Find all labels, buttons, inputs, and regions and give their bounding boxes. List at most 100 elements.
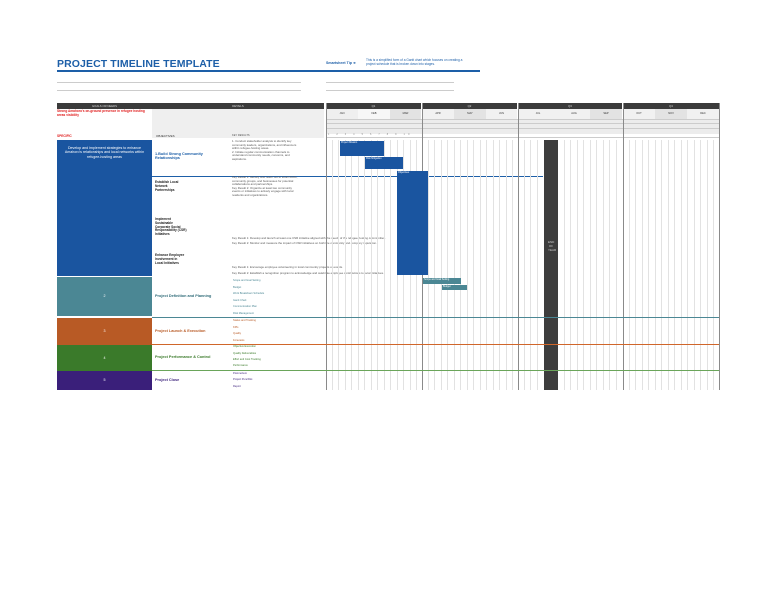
grid-line xyxy=(384,140,385,390)
task: Objective Execution xyxy=(233,345,256,348)
grid-line xyxy=(512,140,513,390)
grid-line xyxy=(428,140,429,390)
week-divider xyxy=(326,123,719,124)
task: Work Breakdown Schedule xyxy=(233,292,265,295)
phase-divider xyxy=(152,344,719,345)
phase-3-block: 3 xyxy=(57,318,152,345)
grid-line xyxy=(623,103,624,390)
objective-1-title: 1.Build Strong Community Relationships xyxy=(155,152,225,161)
objective-1-key-results: 1. Conduct stakeholder analysis to ident… xyxy=(232,139,297,161)
gantt-bar-objectives[interactable]: Objectives xyxy=(397,171,428,275)
task: Report xyxy=(233,385,241,388)
quarter-q1: Q1 xyxy=(326,103,421,109)
grid-line xyxy=(609,140,610,390)
week-divider xyxy=(326,128,719,129)
phase-5-block: 5 xyxy=(57,371,152,390)
month-jan: JAN xyxy=(326,109,358,119)
task: Budget xyxy=(233,286,242,289)
phase-5-name: Project Close xyxy=(155,378,180,382)
gantt-bar-project-mission[interactable]: Project Mission xyxy=(340,141,384,156)
grid-line xyxy=(371,140,372,390)
phase-divider xyxy=(152,317,719,318)
grid-line xyxy=(524,140,525,390)
month-mar: MAR xyxy=(390,109,421,119)
task: Scope and Goal Setting xyxy=(233,279,261,282)
grid-line xyxy=(441,140,442,390)
task: Gantt Chart xyxy=(233,299,247,302)
tip-text: This is a simplified form of a Gantt cha… xyxy=(366,58,463,66)
objective-2-title: Establish Local Network Partnerships xyxy=(155,180,185,193)
grid-line xyxy=(390,140,391,390)
objective-divider xyxy=(152,176,543,177)
grid-line xyxy=(454,140,455,390)
grid-line xyxy=(635,140,636,390)
grid-line xyxy=(719,103,720,390)
phase-4-block: 4 xyxy=(57,345,152,371)
grid-line xyxy=(345,140,346,390)
task: Communication Plan xyxy=(233,305,257,308)
grid-line xyxy=(518,103,519,390)
quarter-q3: Q3 xyxy=(518,103,622,109)
grid-line xyxy=(467,140,468,390)
grid-line xyxy=(570,140,571,390)
divider xyxy=(326,82,454,83)
task: Effort and Cost Tracking xyxy=(233,358,261,361)
page-title: PROJECT TIMELINE TEMPLATE xyxy=(57,58,220,70)
quarter-q2: Q2 xyxy=(422,103,517,109)
month-sep: SEP xyxy=(590,109,622,119)
month-dec: DEC xyxy=(687,109,719,119)
grid-line xyxy=(577,140,578,390)
grid-line xyxy=(364,140,365,390)
grid-line xyxy=(530,140,531,390)
grid-line xyxy=(674,140,675,390)
gantt-bar-risk-mitigation[interactable]: Risk Mitigation xyxy=(365,157,403,169)
phase-4-name: Project Performance & Control xyxy=(155,355,211,359)
month-aug: AUG xyxy=(558,109,590,119)
goal-statement: Strong Amahoro's on-ground presence in r… xyxy=(57,109,145,117)
grid-line xyxy=(681,140,682,390)
day-numbers: 1 2 3 4 5 6 7 8 9 10 xyxy=(328,133,413,136)
grid-line xyxy=(642,140,643,390)
task: Status and Tracking xyxy=(233,319,256,322)
grid-line xyxy=(603,140,604,390)
key-results-label: KEY RESULTS xyxy=(232,134,250,137)
divider xyxy=(57,90,301,91)
column-header-goals: GOALS OR NEEDS xyxy=(57,103,152,109)
task: Project Punchlist xyxy=(233,378,253,381)
grid-divider xyxy=(326,137,719,138)
grid-line xyxy=(629,140,630,390)
smartsheet-tip-link[interactable]: Smartsheet Tip ➜ xyxy=(326,61,356,65)
quarter-q4: Q4 xyxy=(623,103,719,109)
month-apr: APR xyxy=(422,109,454,119)
month-feb: FEB xyxy=(358,109,390,119)
month-may: MAY xyxy=(454,109,486,119)
task: Quality xyxy=(233,332,242,335)
task: Postmortem xyxy=(233,372,247,375)
objectives-label: OBJECTIVES xyxy=(156,134,175,138)
grid-line xyxy=(434,140,435,390)
month-jun: JUN xyxy=(486,109,517,119)
divider xyxy=(57,82,301,83)
task: Performance xyxy=(233,364,248,367)
grid-line xyxy=(564,140,565,390)
title-divider xyxy=(57,70,480,72)
grid-line xyxy=(687,140,688,390)
grid-line xyxy=(332,140,333,390)
phase-3-name: Project Launch & Execution xyxy=(155,329,206,333)
gantt-bar-budget[interactable]: Budget xyxy=(442,285,467,290)
objective-3-title: Implement Sustainable Corporate Social R… xyxy=(155,217,187,237)
gantt-bar-scope[interactable]: Scope and Goal Setting xyxy=(423,278,461,284)
specific-label: SPECIFIC xyxy=(57,134,72,138)
phase-divider xyxy=(152,370,719,371)
grid-line xyxy=(583,140,584,390)
grid-line xyxy=(707,140,708,390)
task: Risk Management xyxy=(233,312,254,315)
details-header-area xyxy=(152,109,324,138)
objective-2-key-results: Key Result 1: Identify and reach out to … xyxy=(232,175,298,197)
objective-4-kr2: Key Result 2: Establish a recognition pr… xyxy=(232,272,384,275)
month-oct: OCT xyxy=(623,109,655,119)
grid-line xyxy=(338,140,339,390)
grid-line xyxy=(713,140,714,390)
goal-block: Develop and implement strategies to enha… xyxy=(57,140,152,276)
grid-line xyxy=(460,140,461,390)
